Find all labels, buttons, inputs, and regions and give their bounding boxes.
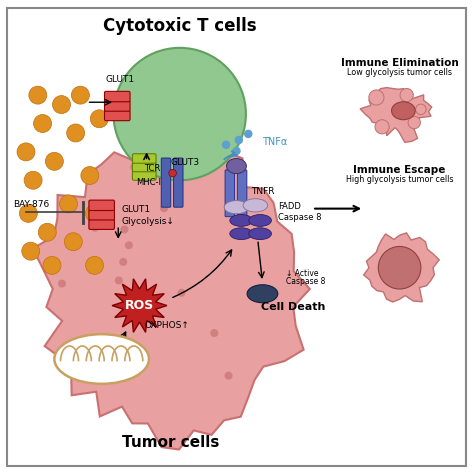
Circle shape	[59, 280, 65, 287]
FancyBboxPatch shape	[104, 101, 130, 111]
FancyBboxPatch shape	[104, 110, 130, 121]
Circle shape	[146, 159, 152, 166]
Text: Low glycolysis tumor cells: Low glycolysis tumor cells	[347, 68, 452, 77]
FancyBboxPatch shape	[89, 200, 114, 210]
Ellipse shape	[55, 334, 149, 384]
Circle shape	[416, 104, 426, 115]
Text: Immune Elimination: Immune Elimination	[341, 58, 458, 68]
Circle shape	[225, 373, 232, 379]
Text: MHC-I: MHC-I	[136, 178, 161, 187]
Text: Cell Death: Cell Death	[261, 302, 325, 312]
Ellipse shape	[230, 228, 253, 239]
Polygon shape	[33, 139, 310, 449]
Circle shape	[161, 205, 167, 211]
FancyBboxPatch shape	[161, 158, 171, 207]
Ellipse shape	[227, 158, 246, 173]
Circle shape	[222, 140, 230, 149]
Circle shape	[24, 171, 42, 189]
Text: BAY-876: BAY-876	[13, 200, 49, 209]
Circle shape	[131, 164, 137, 170]
Text: High glycolysis tumor cells: High glycolysis tumor cells	[346, 175, 453, 184]
Circle shape	[378, 246, 421, 289]
Text: TNFα: TNFα	[263, 137, 288, 147]
Circle shape	[72, 86, 90, 104]
Text: Caspase 8: Caspase 8	[286, 277, 326, 286]
Circle shape	[211, 330, 218, 337]
FancyBboxPatch shape	[89, 210, 114, 220]
Text: FADD: FADD	[278, 201, 301, 210]
FancyBboxPatch shape	[89, 219, 114, 229]
FancyBboxPatch shape	[237, 170, 247, 217]
Text: GLUT1: GLUT1	[105, 75, 134, 84]
Circle shape	[22, 242, 40, 260]
Circle shape	[46, 152, 64, 170]
Text: Caspase 8: Caspase 8	[278, 212, 321, 221]
Circle shape	[126, 242, 132, 248]
FancyBboxPatch shape	[225, 170, 235, 217]
Circle shape	[34, 115, 52, 133]
Circle shape	[169, 169, 176, 177]
Circle shape	[17, 143, 35, 161]
Ellipse shape	[249, 215, 272, 227]
Text: TCR: TCR	[145, 164, 161, 173]
Polygon shape	[364, 233, 439, 302]
Circle shape	[116, 277, 122, 284]
Circle shape	[113, 48, 246, 180]
Circle shape	[194, 171, 201, 177]
Text: OXPHOS↑: OXPHOS↑	[144, 321, 189, 330]
FancyBboxPatch shape	[132, 162, 156, 172]
Circle shape	[232, 146, 241, 155]
Circle shape	[244, 130, 253, 138]
FancyBboxPatch shape	[7, 8, 466, 466]
FancyBboxPatch shape	[173, 158, 183, 207]
Circle shape	[178, 290, 185, 296]
Text: Immune Escape: Immune Escape	[354, 164, 446, 175]
Circle shape	[91, 224, 98, 231]
Text: ROS: ROS	[125, 299, 154, 312]
Text: GLUT3: GLUT3	[170, 158, 200, 167]
Polygon shape	[360, 88, 432, 142]
Circle shape	[29, 86, 47, 104]
Text: GLUT1: GLUT1	[121, 205, 151, 214]
Circle shape	[235, 136, 243, 144]
Ellipse shape	[392, 102, 415, 120]
Circle shape	[400, 89, 413, 102]
Circle shape	[86, 256, 103, 274]
Circle shape	[369, 90, 384, 105]
Circle shape	[91, 110, 108, 128]
Circle shape	[67, 124, 85, 142]
Ellipse shape	[249, 228, 272, 239]
Text: TNFR: TNFR	[252, 187, 275, 196]
Ellipse shape	[243, 199, 268, 212]
Circle shape	[53, 96, 71, 114]
Text: Tumor cells: Tumor cells	[121, 436, 219, 450]
Polygon shape	[112, 279, 167, 332]
Circle shape	[81, 166, 99, 184]
FancyBboxPatch shape	[132, 154, 156, 163]
Circle shape	[43, 256, 61, 274]
Circle shape	[38, 223, 56, 241]
Text: ↓ Active: ↓ Active	[286, 269, 319, 278]
Circle shape	[146, 298, 153, 305]
Circle shape	[86, 204, 103, 222]
FancyBboxPatch shape	[132, 171, 156, 180]
Circle shape	[120, 259, 127, 265]
Circle shape	[408, 117, 420, 129]
Ellipse shape	[230, 215, 253, 227]
Circle shape	[60, 195, 78, 213]
FancyBboxPatch shape	[104, 91, 130, 102]
Ellipse shape	[247, 285, 278, 303]
Circle shape	[375, 120, 389, 134]
Circle shape	[19, 204, 37, 222]
Circle shape	[121, 226, 128, 233]
Circle shape	[64, 233, 82, 251]
Ellipse shape	[224, 201, 249, 214]
Circle shape	[225, 203, 232, 210]
Text: Cytotoxic T cells: Cytotoxic T cells	[103, 17, 256, 35]
Text: Glycolysis↓: Glycolysis↓	[121, 217, 174, 226]
